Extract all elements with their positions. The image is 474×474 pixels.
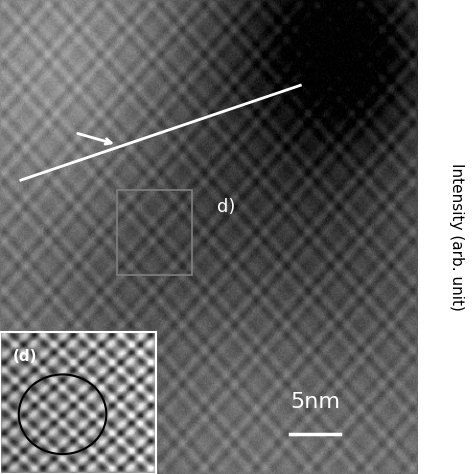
Text: Intensity (arb. unit): Intensity (arb. unit) (449, 163, 465, 311)
Bar (117, 190, 192, 275)
Text: 5nm: 5nm (290, 392, 340, 412)
Text: d): d) (217, 198, 235, 216)
Text: (d): (d) (12, 349, 37, 364)
